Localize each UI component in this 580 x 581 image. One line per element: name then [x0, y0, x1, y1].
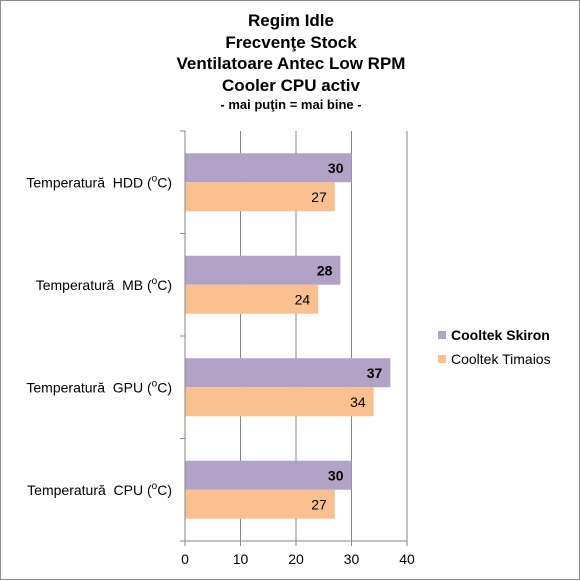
data-label-skiron-2: 37 — [367, 365, 383, 381]
category-label-0: Temperatură HDD (oC) — [26, 173, 172, 190]
bar-timaios-1 — [185, 284, 319, 314]
category-label-3: Temperatură CPU (oC) — [27, 481, 172, 498]
data-label-skiron-0: 30 — [328, 160, 344, 176]
axes: Temperatură HDD (oC) Temperatură MB (oC) T… — [26, 130, 415, 567]
category-label-1: Temperatură MB (oC) — [36, 276, 172, 293]
data-label-timaios-1: 24 — [295, 291, 311, 307]
chart-title-line-3: Ventilatoare Antec Low RPM — [176, 54, 406, 73]
legend: Cooltek Skiron Cooltek Timaios — [438, 327, 551, 367]
bar-skiron-2 — [185, 358, 391, 388]
bar-timaios-3 — [185, 489, 335, 519]
data-label-skiron-3: 30 — [328, 467, 344, 483]
x-tick-label-30: 30 — [344, 551, 360, 567]
x-tick-label-10: 10 — [233, 551, 249, 567]
x-tick-label-40: 40 — [399, 551, 415, 567]
bar-skiron-0 — [185, 153, 352, 183]
legend-label-1: Cooltek Timaios — [451, 351, 551, 367]
category-label-2: Temperatură GPU (oC) — [26, 378, 172, 395]
bar-skiron-3 — [185, 460, 352, 490]
chart-title-line-1: Regim Idle — [248, 11, 334, 30]
legend-swatch-1 — [438, 355, 446, 363]
data-label-skiron-1: 28 — [317, 262, 333, 278]
data-label-timaios-2: 34 — [350, 394, 366, 410]
legend-label-0: Cooltek Skiron — [451, 327, 550, 343]
data-label-timaios-3: 27 — [311, 496, 327, 512]
x-tick-label-0: 0 — [181, 551, 189, 567]
x-tick-label-20: 20 — [288, 551, 304, 567]
data-label-timaios-0: 27 — [311, 189, 327, 205]
chart-title-line-4: Cooler CPU activ — [222, 75, 360, 95]
bar-timaios-0 — [185, 182, 335, 212]
chart-title-line-2: Frecvenţe Stock — [225, 32, 357, 52]
legend-swatch-0 — [438, 331, 446, 339]
bar-timaios-2 — [185, 387, 374, 417]
chart-subtitle: - mai puţin = mai bine - — [220, 97, 362, 112]
chart-title-block: Regim Idle Frecvenţe Stock Ventilatoare … — [1, 10, 580, 113]
bar-skiron-1 — [185, 255, 341, 285]
